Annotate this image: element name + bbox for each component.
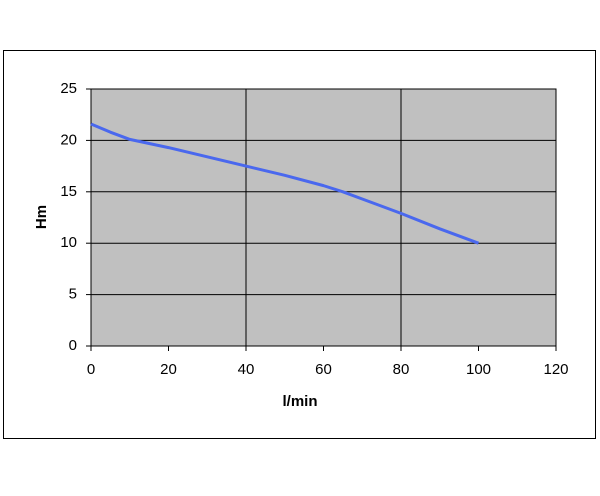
y-tick-label: 15 bbox=[60, 183, 77, 200]
y-tick-label: 25 bbox=[60, 80, 77, 97]
y-tick-label: 0 bbox=[69, 337, 77, 354]
x-tick-label: 80 bbox=[393, 361, 410, 378]
y-tick-label: 20 bbox=[60, 131, 77, 148]
x-tick-label: 120 bbox=[543, 361, 568, 378]
y-axis-label: Hm bbox=[33, 205, 50, 229]
x-axis-label: l/min bbox=[282, 393, 317, 410]
x-tick-label: 20 bbox=[160, 361, 177, 378]
y-tick-label: 5 bbox=[69, 286, 77, 303]
y-tick-label: 10 bbox=[60, 234, 77, 251]
plot-area bbox=[91, 89, 556, 346]
x-tick-label: 0 bbox=[87, 361, 95, 378]
x-tick-label: 40 bbox=[238, 361, 255, 378]
plot-border bbox=[90, 88, 557, 347]
x-tick-label: 100 bbox=[466, 361, 491, 378]
data-line bbox=[90, 122, 480, 245]
x-tick-label: 60 bbox=[315, 361, 332, 378]
